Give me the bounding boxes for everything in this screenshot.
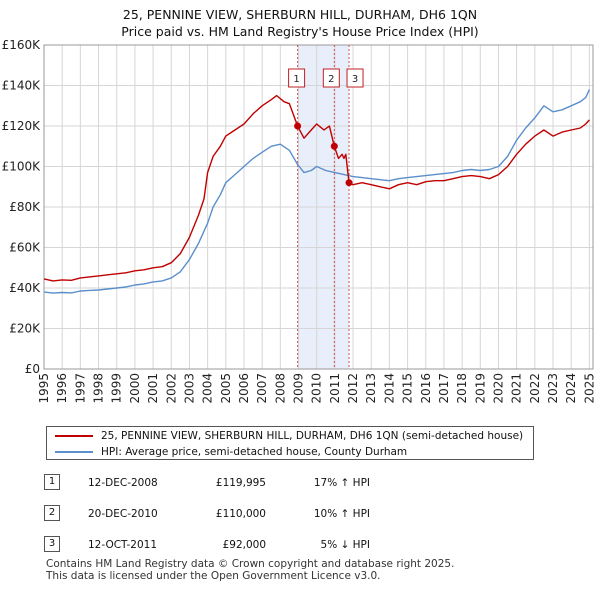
hpi-line [43,89,591,294]
transaction-date: 20-DEC-2010 [88,508,158,520]
x-tick-label: 1997 [73,373,87,404]
x-tick-label: 2004 [201,373,215,404]
y-tick-label: £160K [2,38,42,52]
transaction-price: £110,000 [215,508,266,520]
x-tick-label: 2017 [437,373,451,404]
sale-point [294,122,302,130]
x-tick-label: 2001 [146,373,160,404]
transaction-number-badge: 3 [44,536,60,552]
x-tick-label: 2015 [401,373,415,404]
footer: Contains HM Land Registry data © Crown c… [46,558,454,582]
x-tick-label: 2021 [510,373,524,404]
transaction-hpi-change: 5% ↓ HPI [320,539,370,551]
y-tick-label: £0 [25,362,40,376]
y-tick-label: £40K [9,281,41,295]
sale-point [330,142,338,150]
transaction-hpi-change: 10% ↑ HPI [313,508,370,520]
x-tick-label: 2014 [382,373,396,404]
sale-marker-box [322,68,340,88]
sale-point [345,179,353,187]
chart-title: 25, PENNINE VIEW, SHERBURN HILL, DURHAM,… [0,6,600,40]
transaction-row: 1 12-DEC-2008 £119,995 17% ↑ HPI [0,474,600,492]
footer-licence: This data is licensed under the Open Gov… [46,570,381,582]
transaction-date: 12-OCT-2011 [88,539,157,551]
x-tick-label: 2007 [255,373,269,404]
transaction-number-badge: 1 [44,474,60,490]
sale-marker-label: 3 [352,74,358,85]
transaction-number-badge: 2 [44,505,60,521]
chart-title-line-2: Price paid vs. HM Land Registry's House … [121,24,479,39]
x-tick-label: 2000 [128,373,142,404]
y-tick-label: £100K [2,160,42,174]
x-tick-label: 1995 [37,373,51,404]
chart-area: £0 £20K £40K £60K £80K £100K £120K £140K £160K 19… [2,38,597,404]
x-tick-label: 2009 [292,373,306,404]
y-tick-label: £20K [9,322,41,336]
sale-marker-label: 2 [328,74,334,85]
x-tick-label: 2010 [310,373,324,404]
sale-marker-box [288,68,306,88]
plot-frame [43,44,594,370]
x-tick-label: 2005 [219,373,233,404]
legend-hpi-label: HPI: Average price, semi-detached house,… [101,446,408,458]
chart-title-line-1: 25, PENNINE VIEW, SHERBURN HILL, DURHAM,… [122,7,478,22]
x-tick-label: 2018 [455,373,469,404]
transaction-date: 12-DEC-2008 [88,477,158,489]
x-tick-label: 2012 [346,373,360,404]
x-tick-label: 1998 [92,373,106,404]
transaction-hpi-change: 17% ↑ HPI [313,477,370,489]
legend-property-swatch [55,435,93,437]
legend: 25, PENNINE VIEW, SHERBURN HILL, DURHAM,… [46,426,534,460]
x-tick-label: 2020 [491,373,505,404]
x-tick-label: 2024 [564,373,578,404]
x-tick-label: 2006 [237,373,251,404]
transaction-row: 2 20-DEC-2010 £110,000 10% ↑ HPI [0,505,600,523]
transaction-price: £92,000 [222,539,266,551]
footer-copyright: Contains HM Land Registry data © Crown c… [46,558,455,570]
property-price-line [43,94,590,282]
x-tick-label: 1996 [55,373,69,404]
x-tick-label: 1999 [110,373,124,404]
x-tick-label: 2013 [364,373,378,404]
transaction-price: £119,995 [215,477,266,489]
transaction-row: 3 12-OCT-2011 £92,000 5% ↓ HPI [0,536,600,554]
x-tick-label: 2011 [328,373,342,404]
y-tick-label: £140K [2,79,42,93]
legend-hpi-swatch [55,451,93,453]
y-tick-label: £120K [2,119,42,133]
x-tick-label: 2003 [182,373,196,404]
x-tick-label: 2008 [273,373,287,404]
x-tick-label: 2022 [528,373,542,404]
legend-property-label: 25, PENNINE VIEW, SHERBURN HILL, DURHAM,… [101,430,524,442]
y-tick-label: £80K [9,200,41,214]
x-tick-label: 2019 [473,373,487,404]
y-tick-label: £60K [9,241,41,255]
sale-marker-label: 1 [293,74,299,85]
x-tick-label: 2016 [419,373,433,404]
sale-marker-box [346,68,364,88]
x-tick-label: 2002 [164,373,178,404]
x-tick-label: 2023 [546,373,560,404]
x-tick-label: 2025 [582,373,596,404]
